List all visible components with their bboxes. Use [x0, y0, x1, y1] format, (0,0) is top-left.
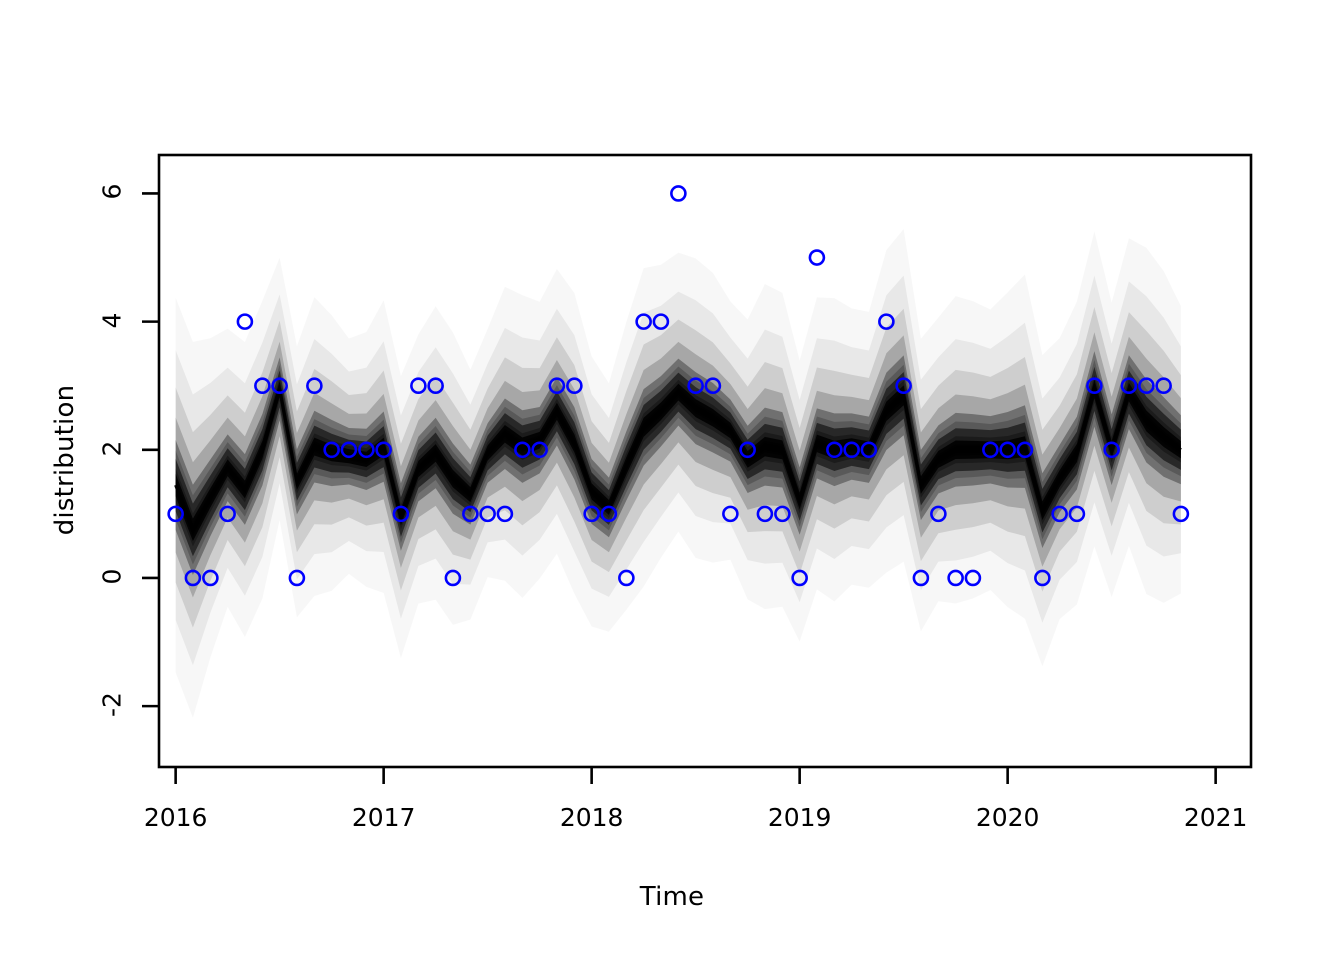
data-point	[722, 505, 739, 523]
data-point	[618, 569, 635, 587]
data-point	[306, 377, 323, 395]
x-axis-title: Time	[639, 882, 705, 912]
data-point	[375, 441, 392, 459]
data-point	[202, 569, 219, 587]
data-point	[860, 441, 878, 459]
data-point	[1068, 505, 1086, 523]
data-point	[756, 505, 774, 523]
data-point	[1120, 377, 1138, 395]
data-point	[739, 441, 756, 459]
data-point	[670, 185, 687, 202]
data-point	[358, 441, 375, 459]
data-point	[826, 441, 843, 459]
plot-frame	[157, 153, 1253, 769]
data-point	[687, 377, 704, 395]
x-tick-label: 2021	[1183, 803, 1248, 832]
observed-points-group	[167, 185, 1190, 587]
y-axis-title-wrapper: distribution	[50, 150, 84, 770]
data-point	[531, 441, 548, 459]
data-point	[1016, 441, 1034, 459]
data-point	[947, 569, 964, 587]
data-point	[964, 569, 982, 587]
data-point	[271, 377, 288, 395]
data-point	[410, 377, 427, 395]
data-point	[167, 505, 184, 523]
data-point	[427, 377, 444, 395]
data-point	[652, 313, 670, 330]
data-point	[878, 313, 895, 330]
data-point	[184, 569, 202, 587]
data-point	[583, 505, 600, 523]
data-point	[808, 249, 826, 266]
data-point	[791, 569, 808, 587]
data-point	[843, 441, 860, 459]
data-point	[1051, 505, 1068, 523]
x-tick-label: 2020	[975, 803, 1040, 832]
data-point	[392, 505, 410, 523]
y-tick-label: 6	[97, 183, 127, 200]
data-point	[930, 505, 947, 523]
data-point	[548, 377, 566, 395]
data-point	[288, 569, 306, 587]
data-point	[635, 313, 652, 330]
y-tick-label: 2	[97, 440, 127, 457]
data-point	[444, 569, 462, 587]
data-point	[1172, 505, 1190, 523]
data-point	[1138, 377, 1155, 395]
data-point	[496, 505, 514, 523]
data-point	[566, 377, 583, 395]
data-point	[774, 505, 791, 523]
x-tick-label: 2017	[351, 803, 416, 832]
y-tick-label: -2	[97, 692, 127, 718]
y-axis-ticks	[142, 192, 159, 708]
fan-band	[175, 366, 1181, 557]
data-point	[340, 441, 358, 459]
x-axis-ticks	[174, 767, 1217, 784]
y-tick-label: 4	[97, 312, 127, 329]
x-tick-label: 2016	[143, 803, 208, 832]
data-point	[462, 505, 479, 523]
x-tick-label: 2018	[559, 803, 624, 832]
data-point	[1034, 569, 1051, 587]
data-point	[999, 441, 1016, 459]
data-point	[982, 441, 999, 459]
data-point	[323, 441, 340, 459]
data-point	[1086, 377, 1103, 395]
fan-band	[175, 275, 1181, 666]
data-point	[219, 505, 236, 523]
data-point	[895, 377, 912, 395]
data-point	[514, 441, 531, 459]
data-point	[1103, 441, 1120, 459]
data-point	[479, 505, 496, 523]
data-point	[1155, 377, 1172, 395]
data-point	[704, 377, 722, 395]
data-point	[912, 569, 930, 587]
data-point	[236, 313, 254, 330]
data-point	[254, 377, 271, 395]
y-tick-label: 0	[97, 568, 127, 585]
x-tick-label: 2019	[767, 803, 832, 832]
y-axis-title: distribution	[50, 384, 80, 536]
data-point	[600, 505, 618, 523]
